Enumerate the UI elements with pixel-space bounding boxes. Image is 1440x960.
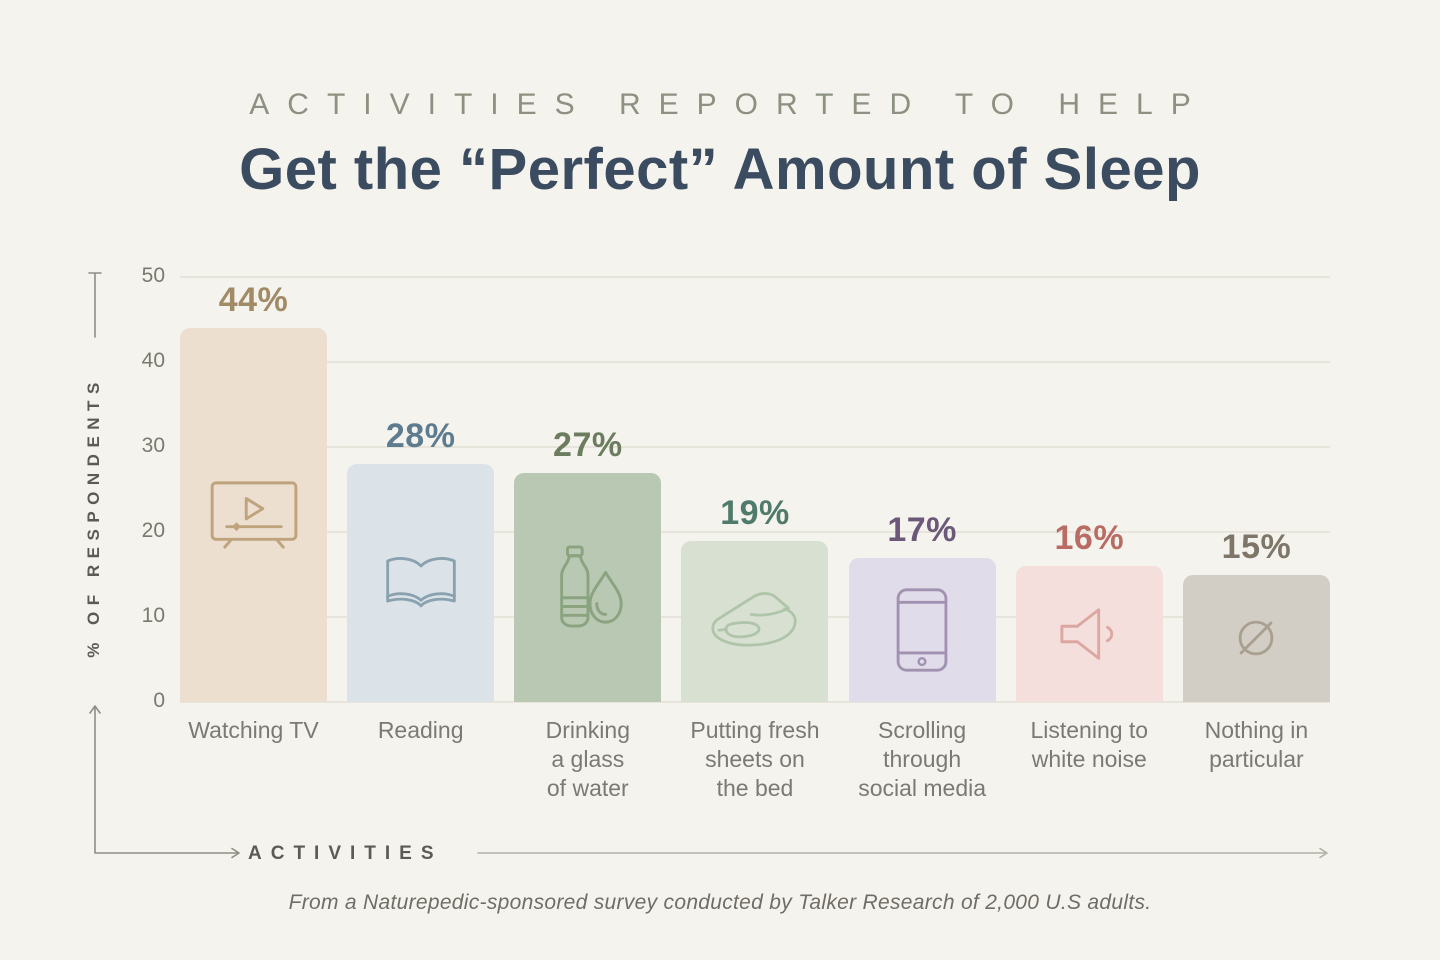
gridline — [180, 361, 1330, 363]
chart-kicker: ACTIVITIES REPORTED TO HELP — [249, 88, 1209, 121]
x-axis-label: ACTIVITIES — [248, 843, 443, 864]
bar-value-label: 15% — [1221, 527, 1292, 566]
category-label-social-media: Scrolling through social media — [858, 717, 987, 801]
category-label-reading: Reading — [377, 717, 464, 743]
bar-value-label: 19% — [720, 493, 790, 532]
source-note: From a Naturepedic-sponsored survey cond… — [288, 891, 1152, 914]
y-tick-label: 0 — [153, 689, 165, 712]
bar-value-label: 28% — [385, 417, 456, 455]
smartphone-icon — [893, 586, 951, 674]
page-title: Get the “Perfect” Amount of Sleep — [239, 137, 1201, 202]
bar-nothing — [1182, 574, 1330, 702]
speaker-icon — [1052, 603, 1126, 665]
gridline — [180, 446, 1330, 448]
bar-group-watching-tv: 44% — [180, 277, 327, 702]
water-bottle-icon — [547, 543, 629, 631]
y-tick-label: 30 — [141, 434, 165, 457]
tv-icon — [207, 478, 301, 552]
y-axis-top-segment — [88, 272, 102, 338]
bar-social-media — [848, 557, 996, 702]
category-labels: Watching TV Reading Drinking a glass of … — [180, 716, 1330, 803]
bar-drinking-water — [514, 472, 662, 702]
bar-value-label: 44% — [218, 281, 289, 319]
x-axis-line — [477, 847, 1328, 859]
category-label-fresh-sheets: Putting fresh sheets on the bed — [690, 717, 820, 801]
null-icon — [1227, 609, 1285, 667]
gridline — [180, 276, 1330, 278]
bar-group-white-noise: 16% — [1015, 277, 1163, 702]
bar-group-social-media: 17% — [848, 277, 996, 702]
bar-value-label: 16% — [1054, 519, 1125, 557]
category-label-white-noise: Listening to white noise — [1030, 717, 1149, 772]
category-label-nothing: Nothing in particular — [1204, 717, 1309, 772]
y-tick-label: 20 — [141, 519, 165, 542]
category-label-watching-tv: Watching TV — [188, 717, 319, 743]
bar-white-noise — [1015, 566, 1163, 702]
y-tick-label: 10 — [141, 604, 165, 627]
y-axis-label: % OF RESPONDENTS — [84, 376, 103, 658]
bar-group-reading: 28% — [347, 277, 495, 702]
bar-series: 44% 28% — [180, 277, 1330, 702]
sheets-icon — [702, 584, 808, 658]
y-tick-label: 40 — [141, 349, 165, 372]
bar-group-drinking-water: 27% — [514, 277, 662, 702]
bar-group-fresh-sheets: 19% — [681, 277, 829, 702]
y-tick-label: 50 — [141, 264, 165, 287]
gridline — [180, 701, 1330, 703]
bar-group-nothing: 15% — [1182, 277, 1330, 702]
open-book-icon — [381, 552, 461, 614]
bar-fresh-sheets — [681, 540, 829, 702]
bar-value-label: 27% — [553, 425, 623, 464]
bar-reading — [347, 464, 495, 702]
category-label-drinking-water: Drinking a glass of water — [545, 717, 630, 801]
bar-value-label: 17% — [887, 510, 957, 549]
bar-watching-tv — [180, 328, 327, 702]
gridline — [180, 531, 1330, 533]
chart-plot-area: 44% 28% — [180, 276, 1330, 703]
